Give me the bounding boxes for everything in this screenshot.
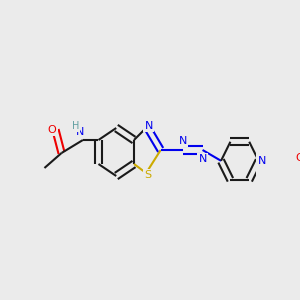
Text: H: H [71, 121, 79, 131]
Text: N: N [198, 154, 207, 164]
Text: N: N [258, 156, 266, 166]
Text: O: O [295, 153, 300, 163]
Text: N: N [179, 136, 187, 146]
Text: N: N [76, 127, 85, 137]
Text: S: S [144, 170, 152, 180]
Text: O: O [48, 125, 56, 135]
Text: N: N [145, 121, 153, 131]
